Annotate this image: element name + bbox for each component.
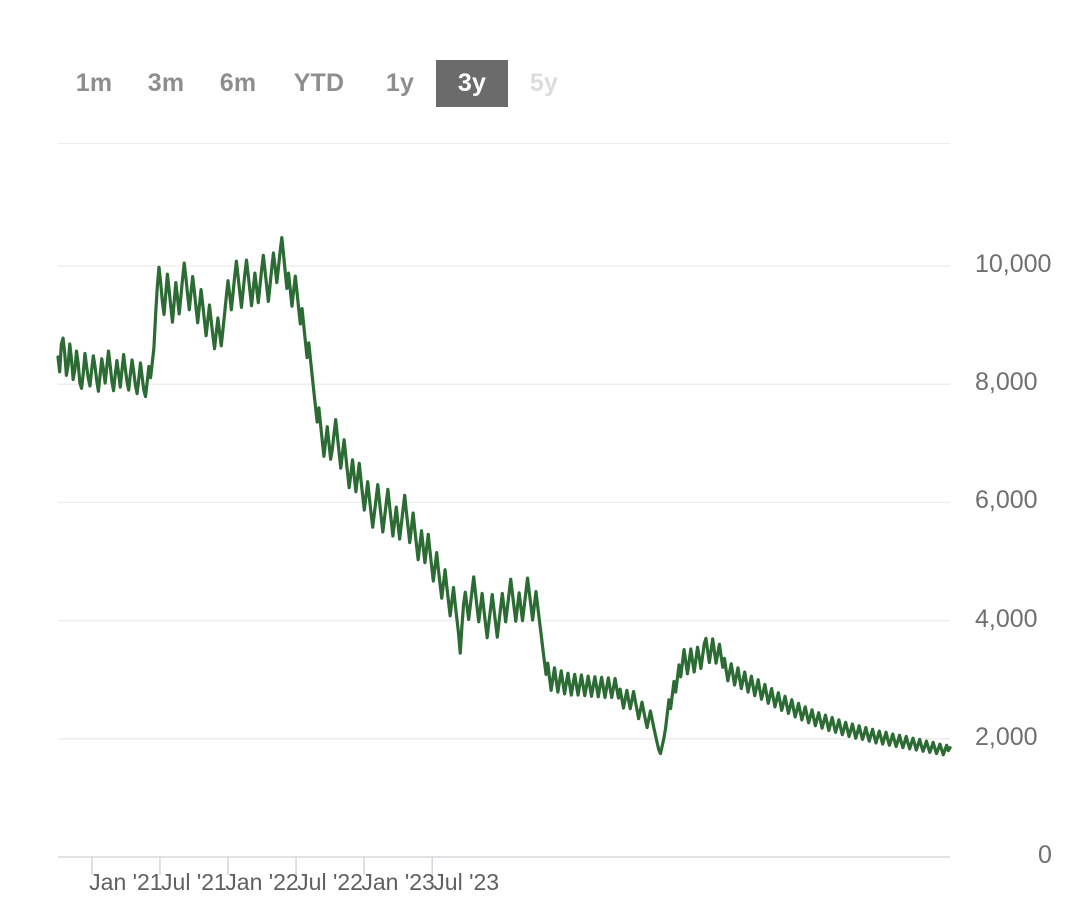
range-tab-3y[interactable]: 3y <box>436 59 508 107</box>
range-tab-5y[interactable]: 5y <box>508 60 580 107</box>
x-axis-label-5: Jul '23 <box>433 869 500 895</box>
y-axis-label-8000: 8,000 <box>975 368 1038 397</box>
y-axis-label-2000: 2,000 <box>975 722 1038 751</box>
range-tab-3m[interactable]: 3m <box>130 60 202 107</box>
y-axis-label-4000: 4,000 <box>975 604 1038 633</box>
price-line <box>56 236 952 757</box>
range-tab-ytd[interactable]: YTD <box>274 60 364 107</box>
range-selector: 1m 3m 6m YTD 1y 3y 5y <box>58 48 580 118</box>
x-axis-label-2: Jan '22 <box>225 869 299 895</box>
range-tab-1m[interactable]: 1m <box>58 60 130 107</box>
x-axis-label-1: Jul '21 <box>161 869 227 895</box>
tabs-divider <box>58 143 950 144</box>
chart-gridlines <box>58 265 950 858</box>
y-axis-label-0: 0 <box>1038 841 1052 869</box>
range-tab-1y[interactable]: 1y <box>364 60 436 107</box>
x-axis-label-3: Jul '22 <box>297 869 363 895</box>
y-axis-label-10000: 10,000 <box>975 250 1052 278</box>
y-axis-label-6000: 6,000 <box>975 486 1038 515</box>
range-tab-6m[interactable]: 6m <box>202 60 274 107</box>
x-axis-label-0: Jan '21 <box>89 869 163 895</box>
chart-x-ticks <box>91 857 433 875</box>
x-axis-label-4: Jan '23 <box>361 869 435 895</box>
